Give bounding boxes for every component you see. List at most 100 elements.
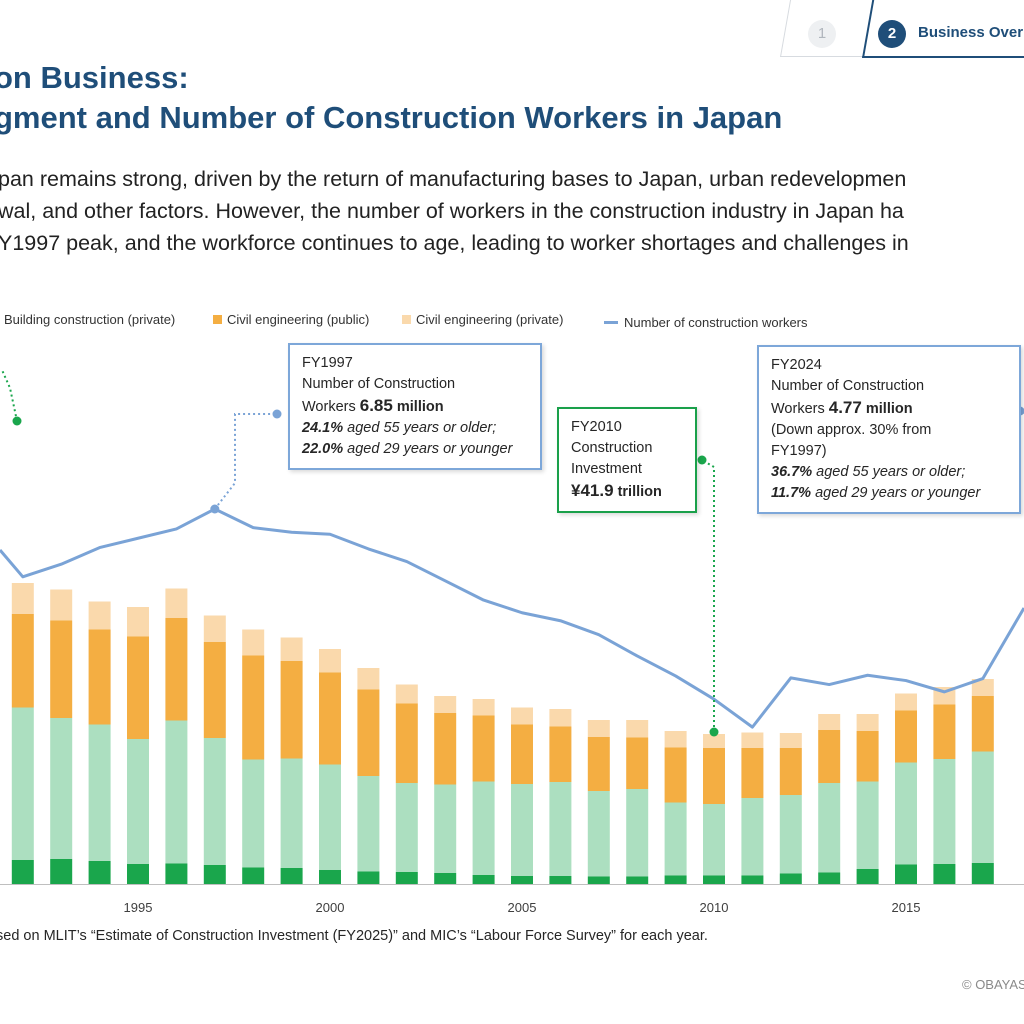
bar-segment-1996-1 xyxy=(165,720,188,864)
callout-fy1997-heading: Number of Construction xyxy=(302,376,456,392)
callout-fy1997: FY1997 Number of Construction Workers 6.… xyxy=(288,343,542,470)
bar-segment-2003-1 xyxy=(434,784,457,873)
bar-segment-2002-3 xyxy=(395,684,418,704)
bar-segment-1994-3 xyxy=(88,601,111,630)
bar-segment-1994-2 xyxy=(88,629,111,725)
bar-segment-2007-0 xyxy=(587,876,610,884)
tab-2-number[interactable]: 2 xyxy=(878,20,906,48)
bar-segment-2004-1 xyxy=(472,781,495,875)
copyright: © OBAYAS xyxy=(962,977,1024,992)
fy1997-connector xyxy=(214,413,276,510)
bar-segment-1996-0 xyxy=(165,863,188,884)
bar-segment-2017-0 xyxy=(971,863,994,884)
source-note: sed on MLIT’s “Estimate of Construction … xyxy=(0,928,708,944)
bar-segment-1999-0 xyxy=(280,868,303,884)
bar-segment-2001-3 xyxy=(357,668,380,690)
bar-segment-2014-1 xyxy=(856,781,879,869)
callout-fy1997-workers-value: 6.85 xyxy=(359,396,393,415)
bar-segment-2016-2 xyxy=(933,704,956,759)
bar-segment-2010-0 xyxy=(703,875,725,884)
callout-fy2024-younger: 11.7% aged 29 years or younger xyxy=(771,483,1007,504)
bar-segment-2003-0 xyxy=(434,873,457,884)
callout-fy1997-older-pct: 24.1% xyxy=(302,420,344,436)
callout-fy1997-workers-prefix: Workers xyxy=(302,399,360,415)
page-title: on Business: gment and Number of Constru… xyxy=(0,58,1024,138)
bar-segment-2012-0 xyxy=(779,873,802,884)
callout-fy2024-older-pct: 36.7% xyxy=(771,464,813,480)
bar-segment-2005-0 xyxy=(511,876,533,884)
bar-segment-1995-3 xyxy=(127,607,149,637)
bar-segment-2005-3 xyxy=(511,707,533,725)
bar-segment-1994-0 xyxy=(88,861,111,884)
bar-segment-1993-2 xyxy=(50,620,73,718)
bar-segment-2015-2 xyxy=(895,710,917,763)
bar-segment-1997-2 xyxy=(203,642,226,738)
page-title-line-1: on Business: xyxy=(0,60,189,95)
intro-line-2: wal, and other factors. However, the num… xyxy=(0,199,904,223)
bar-segment-2009-1 xyxy=(664,802,687,876)
callout-fy2024-workers-unit: million xyxy=(861,401,913,417)
bar-segment-1992-3 xyxy=(11,583,34,614)
bar-segment-1999-3 xyxy=(280,637,303,661)
bar-segment-2015-3 xyxy=(895,693,917,711)
callout-fy2010-heading-1: Construction xyxy=(571,440,653,456)
bar-segment-2007-3 xyxy=(587,720,610,737)
callout-fy2010-unit: trillion xyxy=(613,484,662,500)
callout-fy2024-older: 36.7% aged 55 years or older; xyxy=(771,462,1007,483)
callout-fy1997-older: 24.1% aged 55 years or older; xyxy=(302,418,528,439)
tab-1-number[interactable]: 1 xyxy=(808,20,836,48)
bar-segment-2014-3 xyxy=(856,714,879,731)
intro-paragraph: pan remains strong, driven by the return… xyxy=(0,163,1024,259)
legend-civil-public: Civil engineering (public) xyxy=(213,312,369,327)
bar-segment-1999-1 xyxy=(280,758,303,868)
legend-civil-public-label: Civil engineering (public) xyxy=(227,312,370,327)
bar-segment-2008-0 xyxy=(626,876,649,884)
bar-segment-1997-1 xyxy=(203,738,226,865)
bar-segment-2007-2 xyxy=(587,737,610,791)
callout-fy2010-heading-2: Investment xyxy=(571,461,642,477)
callout-fy1997-workers-unit: million xyxy=(392,399,444,415)
bar-segment-2006-3 xyxy=(549,709,572,727)
bar-segment-2002-1 xyxy=(395,783,418,872)
bar-segment-2000-0 xyxy=(319,870,341,884)
bar-segment-2000-2 xyxy=(319,672,341,765)
bar-segment-2008-3 xyxy=(626,720,649,738)
bar-segment-1996-2 xyxy=(165,618,188,721)
x-tick-label-1995: 1995 xyxy=(124,900,153,915)
legend-civil-private: Civil engineering (private) xyxy=(402,312,563,327)
callout-fy2024-younger-text: aged 29 years or younger xyxy=(811,485,981,501)
legend-civil-private-label: Civil engineering (private) xyxy=(416,312,564,327)
callout-fy2024-change-2: FY1997) xyxy=(771,443,827,459)
bar-segment-2000-1 xyxy=(319,764,341,870)
bar-segment-2005-1 xyxy=(511,784,533,876)
x-tick-label-2005: 2005 xyxy=(508,900,537,915)
callout-fy1997-workers: Workers 6.85 million xyxy=(302,395,528,418)
bar-segment-2007-1 xyxy=(587,791,610,877)
callout-fy1997-year: FY1997 xyxy=(302,355,353,371)
intro-line-3: Y1997 peak, and the workforce continues … xyxy=(0,231,909,255)
bar-segment-2011-1 xyxy=(741,798,764,876)
bar-segment-1995-1 xyxy=(127,739,149,864)
callout-fy2010: FY2010 Construction Investment ¥41.9 tri… xyxy=(557,407,697,513)
bar-segment-2001-0 xyxy=(357,871,380,884)
tab-2-label[interactable]: Business Over xyxy=(918,24,1024,41)
bar-segment-2006-1 xyxy=(549,782,572,876)
bar-segment-1993-1 xyxy=(50,718,73,859)
bar-segment-1993-0 xyxy=(50,859,73,884)
bar-segment-2009-3 xyxy=(664,731,687,748)
bar-segment-1998-2 xyxy=(242,655,265,760)
bar-segment-2011-0 xyxy=(741,875,764,884)
bar-segment-2004-3 xyxy=(472,699,495,716)
callout-fy2010-value-row: ¥41.9 trillion xyxy=(571,480,683,503)
legend-civil-public-swatch xyxy=(213,315,222,324)
bar-segment-2006-2 xyxy=(549,726,572,782)
x-tick-label-2000: 2000 xyxy=(316,900,345,915)
section-tabs: 1 2 Business Over xyxy=(780,0,1024,58)
bar-segment-1992-0 xyxy=(11,860,34,884)
bar-segment-2009-0 xyxy=(664,875,687,884)
chart-legend: Building construction (private) Civil en… xyxy=(0,310,1024,332)
bar-segment-1992-2 xyxy=(11,614,34,708)
bar-segment-2003-3 xyxy=(434,696,457,713)
bar-segment-2000-3 xyxy=(319,649,341,673)
bar-segment-2010-1 xyxy=(703,804,725,876)
